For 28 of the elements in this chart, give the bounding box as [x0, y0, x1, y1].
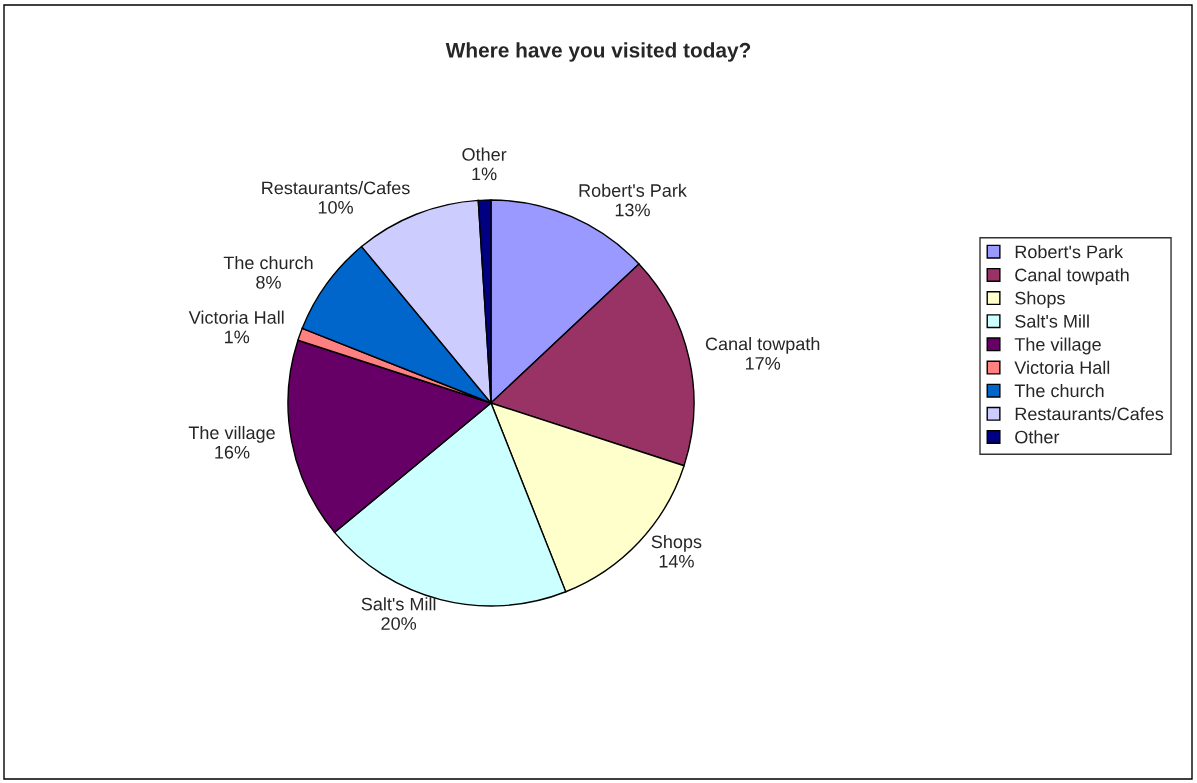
slice-label: Canal towpath — [705, 337, 820, 354]
legend-label: Robert's Park — [1015, 244, 1124, 259]
slice-label: Other — [462, 147, 507, 161]
legend-label: Salt's Mill — [1015, 314, 1089, 328]
slice-label: Salt's Mill — [361, 597, 436, 611]
legend-label: Restaurants/Cafes — [1015, 407, 1164, 421]
legend-label: Victoria Hall — [1014, 360, 1110, 374]
data-label: 13% — [615, 203, 650, 217]
data-label: 1% — [472, 167, 497, 181]
legend-label: Shops — [1015, 291, 1065, 309]
data-label: 10% — [318, 200, 353, 214]
slice-label: The church — [223, 255, 313, 270]
data-label: 16% — [215, 445, 250, 459]
data-label: 14% — [659, 554, 694, 568]
legend-label: Other — [1015, 430, 1060, 444]
slice-label: Robert's Park — [579, 183, 687, 197]
data-label: 1% — [225, 330, 250, 344]
slice-label: Shops — [651, 534, 702, 552]
chart-title: Where have you visited today? — [445, 42, 751, 62]
legend-label: Canal towpath — [1015, 268, 1129, 285]
data-label: 17% — [745, 357, 781, 370]
legend-label: The village — [1014, 337, 1101, 355]
legend-label: The church — [1014, 383, 1104, 398]
data-label: 8% — [256, 275, 281, 289]
slice-label: Restaurants/Cafes — [262, 181, 410, 195]
slice-label: The village — [188, 425, 275, 443]
data-label: 20% — [381, 617, 417, 630]
slice-label: Victoria Hall — [188, 310, 284, 324]
